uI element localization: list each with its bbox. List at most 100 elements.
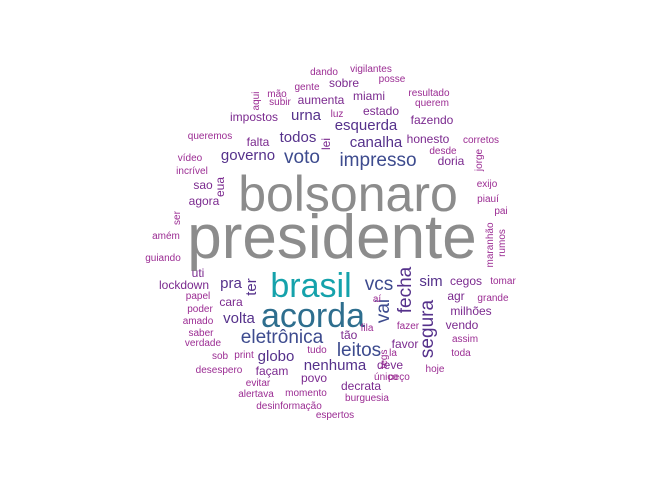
word-guiando: guiando xyxy=(145,253,181,264)
word-presidente: presidente xyxy=(187,203,477,272)
word-peco: peço xyxy=(388,372,410,383)
word-incrivel: incrível xyxy=(176,166,208,177)
word-pra: pra xyxy=(220,275,242,292)
word-fazer: fazer xyxy=(397,321,420,332)
word-momento: momento xyxy=(285,388,327,399)
word-voto: voto xyxy=(284,147,320,168)
word-ser: ser xyxy=(172,210,183,225)
word-agora: agora xyxy=(189,194,220,208)
word-papel: papel xyxy=(186,291,210,302)
word-aumenta: aumenta xyxy=(298,93,345,107)
word-hoje: hoje xyxy=(426,364,445,375)
word-verdade: verdade xyxy=(185,338,222,349)
word-tudo: tudo xyxy=(307,345,327,356)
word-resultado: resultado xyxy=(408,88,450,99)
word-posse: posse xyxy=(379,74,406,85)
word-doria: doria xyxy=(438,154,465,168)
word-fazendo: fazendo xyxy=(411,113,454,127)
word-maranhao: maranhão xyxy=(485,222,496,267)
word-vigilantes: vigilantes xyxy=(350,64,392,75)
word-sim: sim xyxy=(419,273,442,290)
word-rumos: rumos xyxy=(497,229,508,257)
word-desinformacao: desinformação xyxy=(256,401,322,412)
word-poder: poder xyxy=(187,304,213,315)
word-brasil: brasil xyxy=(270,267,351,305)
word-unico: único xyxy=(374,372,398,383)
word-cegos: cegos xyxy=(450,274,482,288)
word-grande: grande xyxy=(477,293,509,304)
word-eua: eua xyxy=(213,177,227,197)
word-piaui: piauí xyxy=(477,194,499,205)
word-estado: estado xyxy=(363,104,399,118)
word-globo: globo xyxy=(258,348,295,365)
word-corretos: corretos xyxy=(463,135,499,146)
word-amem: amém xyxy=(152,231,180,242)
word-ai: aí xyxy=(373,294,382,305)
word-esquerda: esquerda xyxy=(335,117,398,134)
word-fecha: fecha xyxy=(395,266,416,313)
word-aqui: aqui xyxy=(251,92,262,111)
word-jorge: jorge xyxy=(474,148,485,172)
word-urna: urna xyxy=(291,107,322,124)
word-favor: favor xyxy=(392,337,419,351)
word-impostos: impostos xyxy=(230,110,278,124)
word-gente: gente xyxy=(294,82,319,93)
word-vai: vai xyxy=(373,299,394,323)
word-vcs: vcs xyxy=(365,274,394,295)
word-mao: mão xyxy=(267,89,287,100)
word-acorda: acorda xyxy=(261,297,365,335)
word-burguesia: burguesia xyxy=(345,393,389,404)
word-governo: governo xyxy=(221,147,275,164)
word-video: vídeo xyxy=(178,153,203,164)
word-toda: toda xyxy=(451,348,471,359)
word-segura: segura xyxy=(417,300,438,359)
word-la: la xyxy=(389,348,397,359)
word-sobre: sobre xyxy=(329,76,359,90)
word-pai: pai xyxy=(494,206,507,217)
word-canalha: canalha xyxy=(350,134,403,151)
word-falta: falta xyxy=(247,135,270,149)
word-alertava: alertava xyxy=(238,389,274,400)
word-dando: dando xyxy=(310,67,338,78)
word-povo: povo xyxy=(301,371,327,385)
word-agr: agr xyxy=(447,289,464,303)
word-tomar: tomar xyxy=(490,276,516,287)
word-assim: assim xyxy=(452,334,478,345)
word-bolsonaro: bolsonaro xyxy=(238,166,458,222)
word-volta: volta xyxy=(223,310,255,327)
word-leitos: leitos xyxy=(337,340,381,361)
word-lockdown: lockdown xyxy=(159,278,209,292)
word-vendo: vendo xyxy=(446,318,479,332)
word-queremos: queremos xyxy=(188,131,232,142)
word-tao: tão xyxy=(341,328,358,342)
word-miami: miami xyxy=(353,89,385,103)
word-espertos: espertos xyxy=(316,410,354,421)
word-subir: subir xyxy=(269,97,291,108)
word-lei: lei xyxy=(319,138,333,150)
word-nenhuma: nenhuma xyxy=(304,357,367,374)
word-desespero: desespero xyxy=(196,365,243,376)
word-deve: deve xyxy=(377,358,403,372)
word-fila: fila xyxy=(361,323,374,334)
word-eletronica: eletrônica xyxy=(241,327,324,348)
word-facam: façam xyxy=(256,364,289,378)
word-saber: saber xyxy=(188,328,214,339)
word-todos: todos xyxy=(280,129,317,146)
word-milhoes: milhões xyxy=(450,304,491,318)
word-exijo: exijo xyxy=(477,179,498,190)
word-amado: amado xyxy=(183,316,214,327)
word-tegs: tegs xyxy=(379,350,390,369)
word-ter: ter xyxy=(243,278,260,296)
word-querem: querem xyxy=(415,98,449,109)
word-evitar: evitar xyxy=(246,378,271,389)
word-luz: luz xyxy=(331,109,344,120)
word-decrata: decrata xyxy=(341,379,381,393)
word-sao: sao xyxy=(193,178,213,192)
word-cara: cara xyxy=(219,295,243,309)
word-print: print xyxy=(234,350,254,361)
word-uti: uti xyxy=(192,266,205,280)
word-honesto: honesto xyxy=(407,132,450,146)
word-sob: sob xyxy=(212,351,229,362)
